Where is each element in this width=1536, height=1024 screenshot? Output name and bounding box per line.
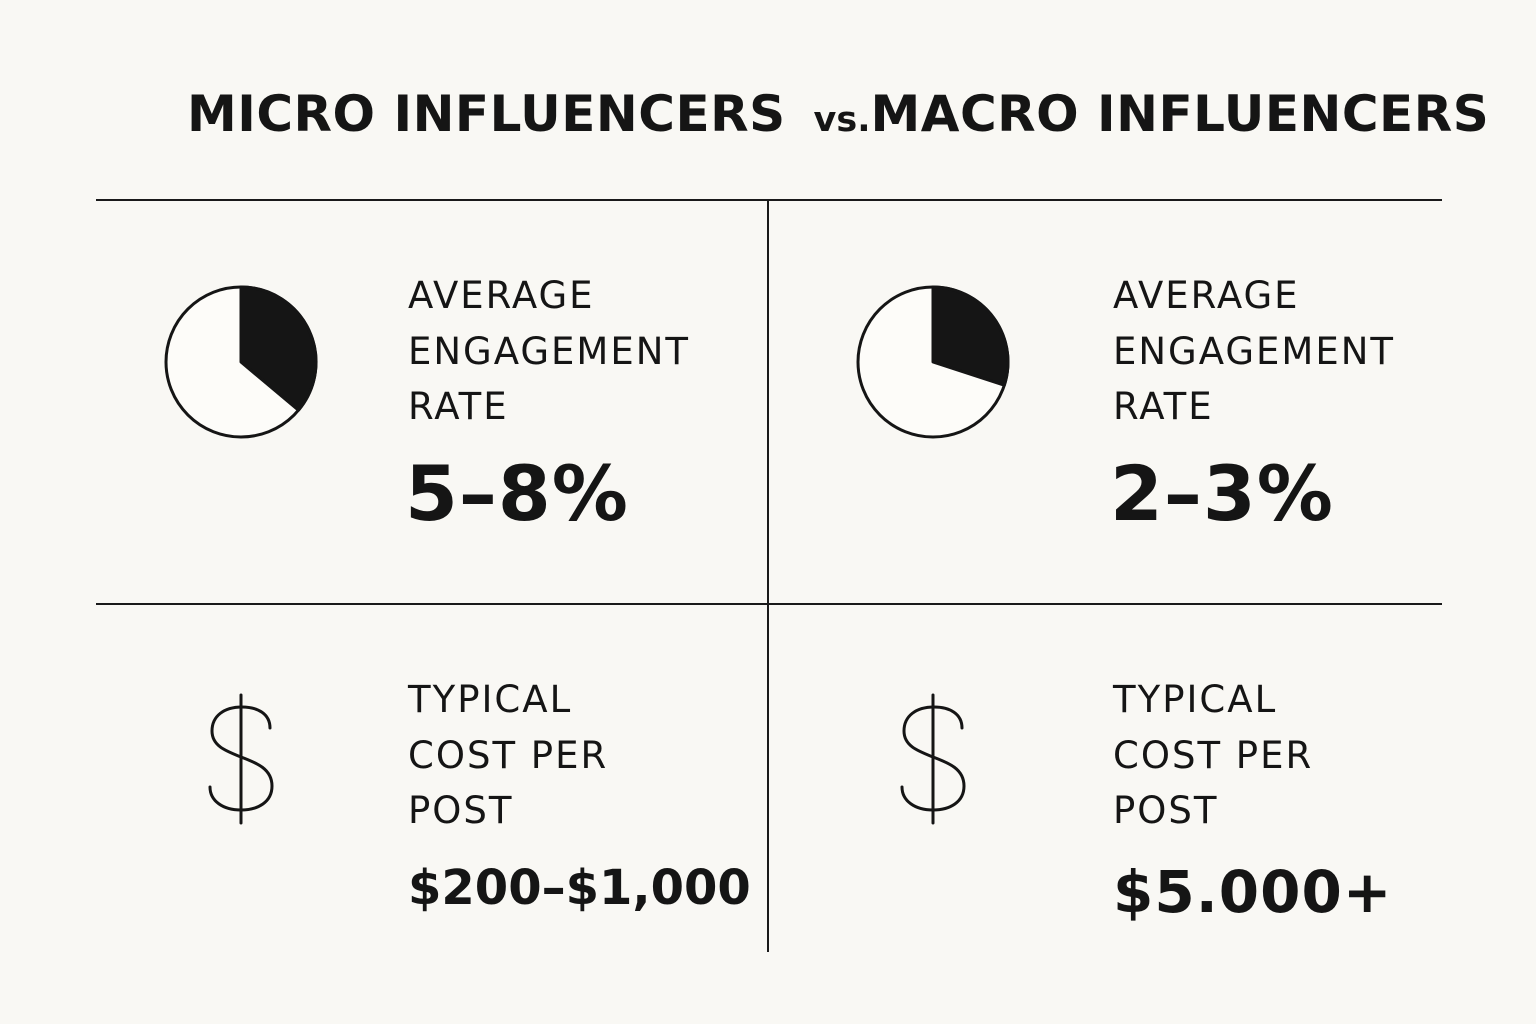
title-right: MACRO INFLUENCERS <box>870 85 1490 143</box>
top-divider <box>96 199 1442 201</box>
label-line: TYPICAL <box>408 678 573 721</box>
title-left: MICRO INFLUENCERS <box>187 85 786 143</box>
macro-pie-chart-icon <box>856 285 1010 439</box>
label-line: POST <box>408 789 514 832</box>
micro-engagement-value: 5–8% <box>405 449 629 538</box>
micro-cost-value: $200–$1,000 <box>408 860 751 916</box>
label-line: RATE <box>408 385 509 428</box>
micro-dollar-icon <box>208 693 274 825</box>
label-line: ENGAGEMENT <box>408 329 691 373</box>
middle-divider <box>96 603 1442 605</box>
vertical-divider <box>767 201 769 952</box>
label-line: RATE <box>1113 385 1214 428</box>
label-line: TYPICAL <box>1113 678 1278 721</box>
macro-cost-value: $5.000+ <box>1113 858 1393 926</box>
label-line: ENGAGEMENT <box>1113 329 1396 373</box>
macro-engagement-value: 2–3% <box>1110 449 1334 538</box>
page-title: MICRO INFLUENCERS vs.MACRO INFLUENCERS <box>187 84 1490 150</box>
macro-cost-label: TYPICAL COST PER POST <box>1113 672 1313 839</box>
label-line: AVERAGE <box>1113 274 1300 317</box>
macro-engagement-label: AVERAGE ENGAGEMENT RATE <box>1113 268 1395 435</box>
micro-engagement-label: AVERAGE ENGAGEMENT RATE <box>408 268 690 435</box>
label-line: POST <box>1113 789 1219 832</box>
label-line: COST PER <box>408 733 609 777</box>
micro-cost-label: TYPICAL COST PER POST <box>408 672 608 839</box>
title-vs: vs. <box>813 100 871 140</box>
micro-pie-chart-icon <box>164 285 318 439</box>
label-line: COST PER <box>1113 733 1314 777</box>
label-line: AVERAGE <box>408 274 595 317</box>
macro-dollar-icon <box>900 693 966 825</box>
